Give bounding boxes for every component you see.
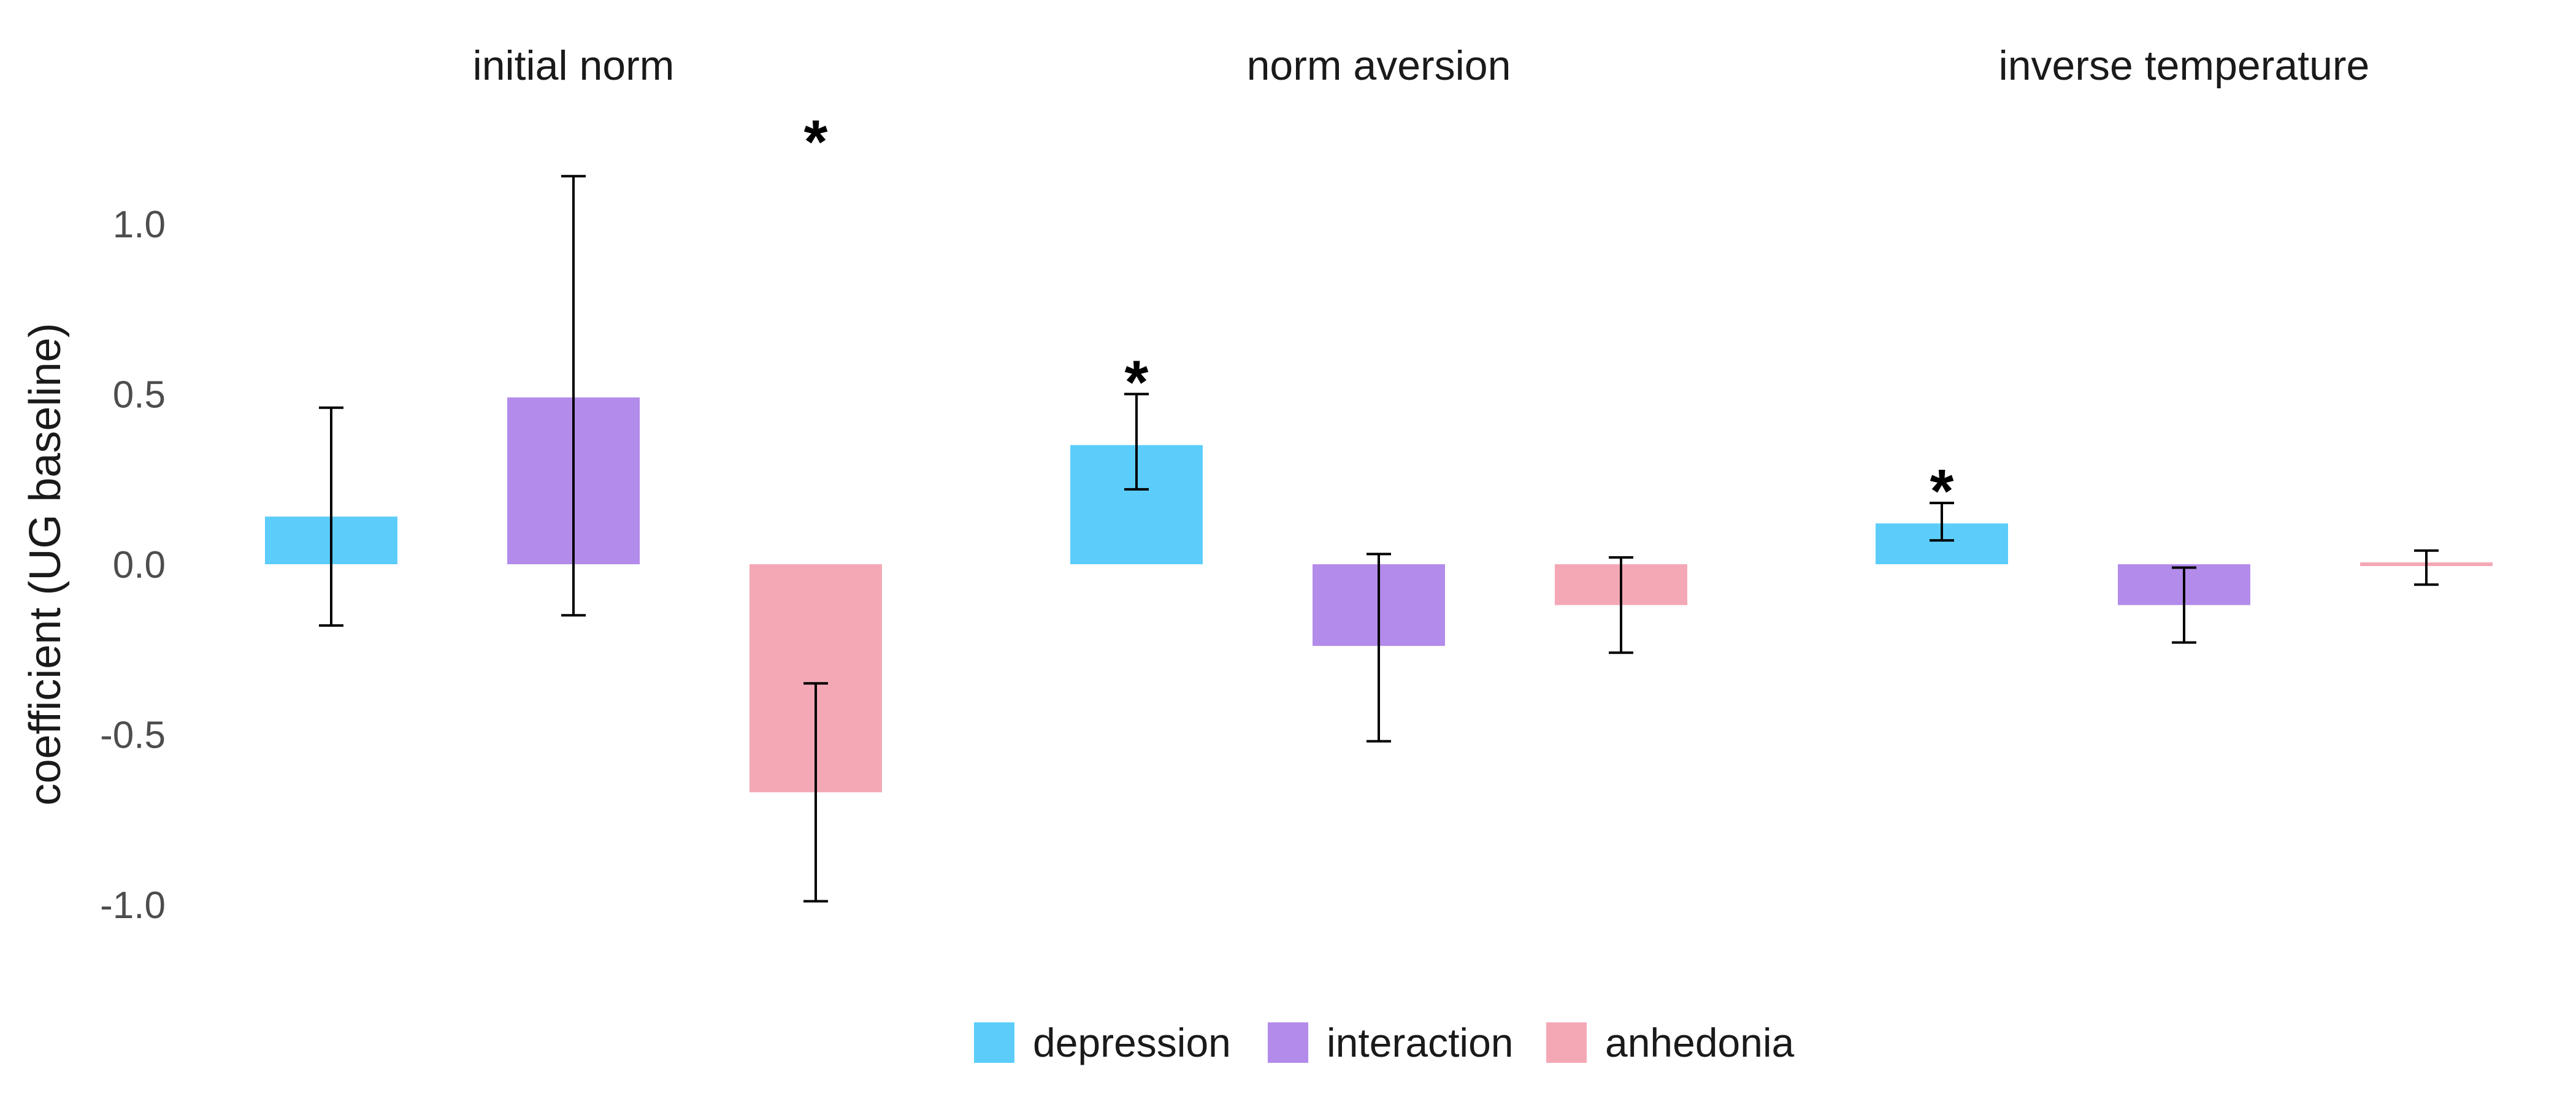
legend-swatch-interaction (1268, 1022, 1308, 1063)
legend-label-interaction: interaction (1327, 1020, 1514, 1065)
significance-mark: * (1125, 348, 1149, 417)
y-axis-title: coefficient (UG baseline) (21, 323, 70, 805)
facet-title: norm aversion (1247, 42, 1511, 89)
facet-title: inverse temperature (1999, 42, 2370, 89)
legend-label-anhedonia: anhedonia (1605, 1020, 1795, 1065)
legend-swatch-depression (974, 1022, 1014, 1063)
significance-mark: * (1930, 457, 1954, 526)
significance-mark: * (804, 108, 828, 177)
y-tick-label: 0.5 (113, 374, 166, 416)
y-tick-label: 1.0 (113, 204, 166, 246)
facet-title: initial norm (473, 42, 675, 89)
legend-label-depression: depression (1033, 1020, 1231, 1065)
y-tick-label: -1.0 (100, 884, 166, 927)
y-tick-label: 0.0 (113, 544, 166, 586)
y-tick-label: -0.5 (100, 714, 166, 757)
legend-swatch-anhedonia (1546, 1022, 1587, 1063)
